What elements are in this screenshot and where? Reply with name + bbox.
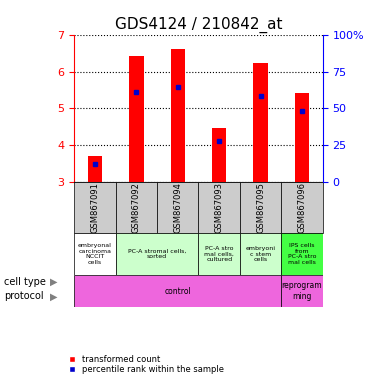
Bar [116, 233, 198, 275]
Text: embryonal
carcinoma
NCCIT
cells: embryonal carcinoma NCCIT cells [78, 243, 112, 265]
Bar [240, 233, 281, 275]
Text: IPS cells
from
PC-A stro
mal cells: IPS cells from PC-A stro mal cells [288, 243, 316, 265]
Bar [240, 182, 281, 233]
Text: GSM867092: GSM867092 [132, 182, 141, 233]
Bar [295, 93, 309, 182]
Text: PC-A stromal cells,
sorted: PC-A stromal cells, sorted [128, 249, 186, 260]
Bar [253, 63, 268, 182]
Text: control: control [164, 286, 191, 296]
Bar [281, 182, 323, 233]
Bar [74, 275, 281, 307]
Bar [157, 182, 198, 233]
Text: GSM867091: GSM867091 [91, 182, 99, 233]
Text: ▶: ▶ [50, 291, 58, 301]
Bar [281, 275, 323, 307]
Title: GDS4124 / 210842_at: GDS4124 / 210842_at [115, 17, 282, 33]
Bar [129, 56, 144, 182]
Text: GSM867094: GSM867094 [173, 182, 182, 233]
Bar [74, 182, 116, 233]
Bar [116, 182, 157, 233]
Bar [281, 233, 323, 275]
Legend: transformed count, percentile rank within the sample: transformed count, percentile rank withi… [67, 353, 226, 376]
Text: ▶: ▶ [50, 277, 58, 287]
Text: reprogram
ming: reprogram ming [282, 281, 322, 301]
Text: GSM867093: GSM867093 [215, 182, 224, 233]
Bar [198, 182, 240, 233]
Text: cell type: cell type [4, 277, 46, 287]
Bar [171, 49, 185, 182]
Text: protocol: protocol [4, 291, 43, 301]
Text: embryoni
c stem
cells: embryoni c stem cells [246, 246, 276, 262]
Bar [74, 233, 116, 275]
Bar [88, 156, 102, 182]
Bar [212, 128, 226, 182]
Text: GSM867095: GSM867095 [256, 182, 265, 233]
Bar [198, 233, 240, 275]
Text: PC-A stro
mal cells,
cultured: PC-A stro mal cells, cultured [204, 246, 234, 262]
Text: GSM867096: GSM867096 [298, 182, 306, 233]
